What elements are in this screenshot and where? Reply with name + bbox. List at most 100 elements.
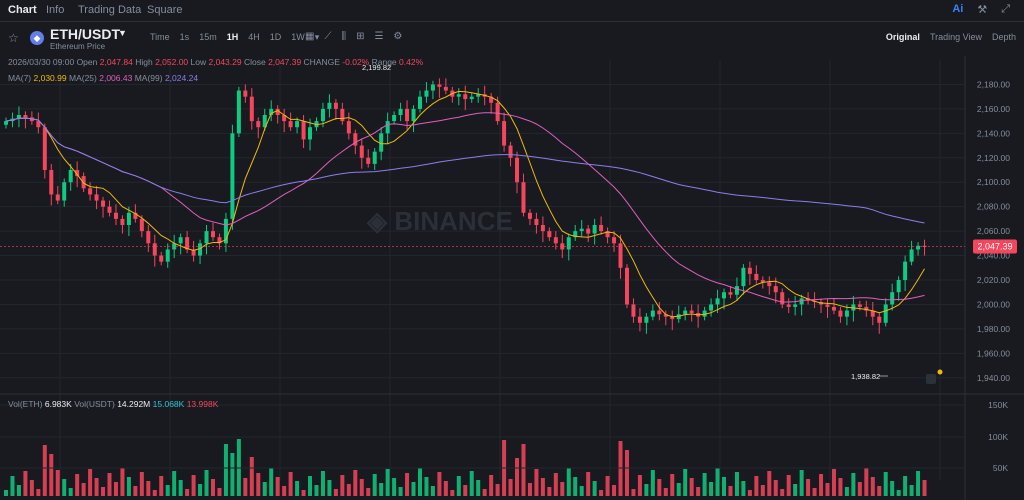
symbol-pair[interactable]: ETH/USDT	[50, 26, 120, 42]
volume-bar	[320, 471, 325, 496]
open-value: 2,047.84	[99, 57, 133, 67]
candle-body	[916, 245, 921, 250]
expand-icon[interactable]: ⤢	[1001, 3, 1010, 15]
tab-chart[interactable]: Chart	[8, 4, 37, 16]
candle-body	[566, 237, 571, 250]
volume-bar	[909, 485, 914, 496]
line-chart-icon[interactable]: ⟋	[324, 31, 332, 42]
volume-bar	[198, 484, 203, 496]
volume-bar	[605, 476, 610, 496]
volume-bar	[301, 490, 306, 496]
volume-bar	[159, 476, 164, 496]
candle-body	[508, 145, 513, 158]
watermark-logo: ◈ BINANCE	[366, 206, 513, 236]
volume-bar	[741, 481, 746, 496]
candle-body	[540, 225, 545, 232]
candle-body	[308, 127, 313, 140]
interval-1h[interactable]: 1H	[226, 32, 239, 42]
candle-body	[113, 212, 118, 219]
price-tick-label: 1,960.00	[977, 348, 1010, 358]
volume-bar	[230, 453, 235, 496]
tab-info[interactable]: Info	[46, 4, 65, 16]
volume-bar	[553, 473, 558, 496]
view-original[interactable]: Original	[885, 32, 920, 42]
candle-body	[521, 182, 526, 213]
volume-bar	[113, 482, 118, 496]
volume-bar	[359, 479, 364, 496]
volume-bar	[353, 470, 358, 496]
price-tick-label: 2,020.00	[977, 275, 1010, 285]
candle-body	[495, 102, 500, 122]
vol-eth-label: Vol(ETH)	[8, 399, 43, 409]
candle-body	[23, 115, 28, 118]
settings-icon[interactable]: ⚙	[393, 31, 403, 42]
high-label: High	[135, 57, 153, 67]
candle-body	[372, 151, 377, 164]
volume-bar	[547, 487, 552, 496]
candle-body	[282, 115, 287, 122]
candle-body	[456, 94, 461, 97]
candle-body	[301, 121, 306, 140]
interval-4h[interactable]: 4H	[248, 32, 260, 42]
volume-bar	[482, 489, 487, 496]
volume-bar	[288, 472, 293, 496]
volume-bar	[592, 481, 597, 496]
volume-tick-label: 100K	[988, 432, 1008, 442]
candle-body	[126, 212, 131, 225]
volume-bar	[793, 484, 798, 496]
candle-body	[88, 188, 93, 195]
candle-body	[223, 218, 228, 244]
view-depth[interactable]: Depth	[991, 32, 1016, 42]
interval-more-icon[interactable]: ▾	[314, 32, 320, 42]
volume-bar	[62, 479, 67, 496]
candle-body	[599, 225, 604, 232]
volume-bar	[256, 473, 261, 496]
candle-body	[864, 306, 869, 311]
volume-bar	[424, 477, 429, 496]
volume-bar	[36, 489, 41, 496]
interval-time[interactable]: Time	[150, 32, 170, 42]
candle-body	[831, 306, 836, 311]
calendar-icon[interactable]: ▦	[305, 31, 315, 42]
candle-body	[353, 133, 358, 146]
volume-bar	[696, 487, 701, 496]
interval-1s[interactable]: 1s	[179, 32, 190, 42]
candle-body	[773, 286, 778, 293]
interval-15m[interactable]: 15m	[199, 32, 217, 42]
volume-bar	[172, 471, 177, 496]
candle-body	[159, 255, 164, 262]
tab-square[interactable]: Square	[147, 4, 183, 16]
volume-bar	[398, 487, 403, 496]
volume-bar	[88, 469, 93, 496]
candle-body	[204, 231, 209, 244]
interval-1w[interactable]: 1W	[291, 32, 305, 42]
candle-body	[49, 170, 54, 195]
favorite-star-icon[interactable]: ☆	[8, 31, 19, 45]
candle-body	[793, 304, 798, 307]
chevron-down-icon[interactable]: ▼	[118, 28, 127, 38]
chart-toolbar: ☆ ◆ ETH/USDT ▼ Ethereum Price Time 1s 15…	[0, 24, 1024, 54]
interval-1d[interactable]: 1D	[269, 32, 282, 42]
ohlc-info: 2026/03/30 09:00 Open 2,047.84 High 2,05…	[8, 57, 423, 67]
volume-bar	[126, 477, 131, 496]
price-tick-label: 2,120.00	[977, 153, 1010, 163]
volume-bar	[534, 469, 539, 496]
compare-icon[interactable]: ⊞	[356, 31, 365, 42]
candle-body	[877, 316, 882, 323]
volume-bar	[579, 486, 584, 496]
volume-bar	[340, 475, 345, 496]
candle-body	[870, 310, 875, 317]
candle-body	[624, 267, 629, 305]
tools-icon[interactable]: ⚒	[977, 4, 988, 16]
ai-icon[interactable]: Ai	[952, 3, 964, 15]
candle-body	[346, 121, 351, 134]
volume-bar	[94, 478, 99, 496]
view-tradingview[interactable]: Trading View	[929, 32, 982, 42]
tab-trading-data[interactable]: Trading Data	[78, 4, 142, 16]
price-tick-label: 2,160.00	[977, 104, 1010, 114]
high-value: 2,052.00	[155, 57, 189, 67]
candle-type-icon[interactable]: ⫼	[341, 31, 347, 42]
indicator-icon[interactable]: ☰	[374, 31, 384, 42]
candle-body	[359, 145, 364, 158]
